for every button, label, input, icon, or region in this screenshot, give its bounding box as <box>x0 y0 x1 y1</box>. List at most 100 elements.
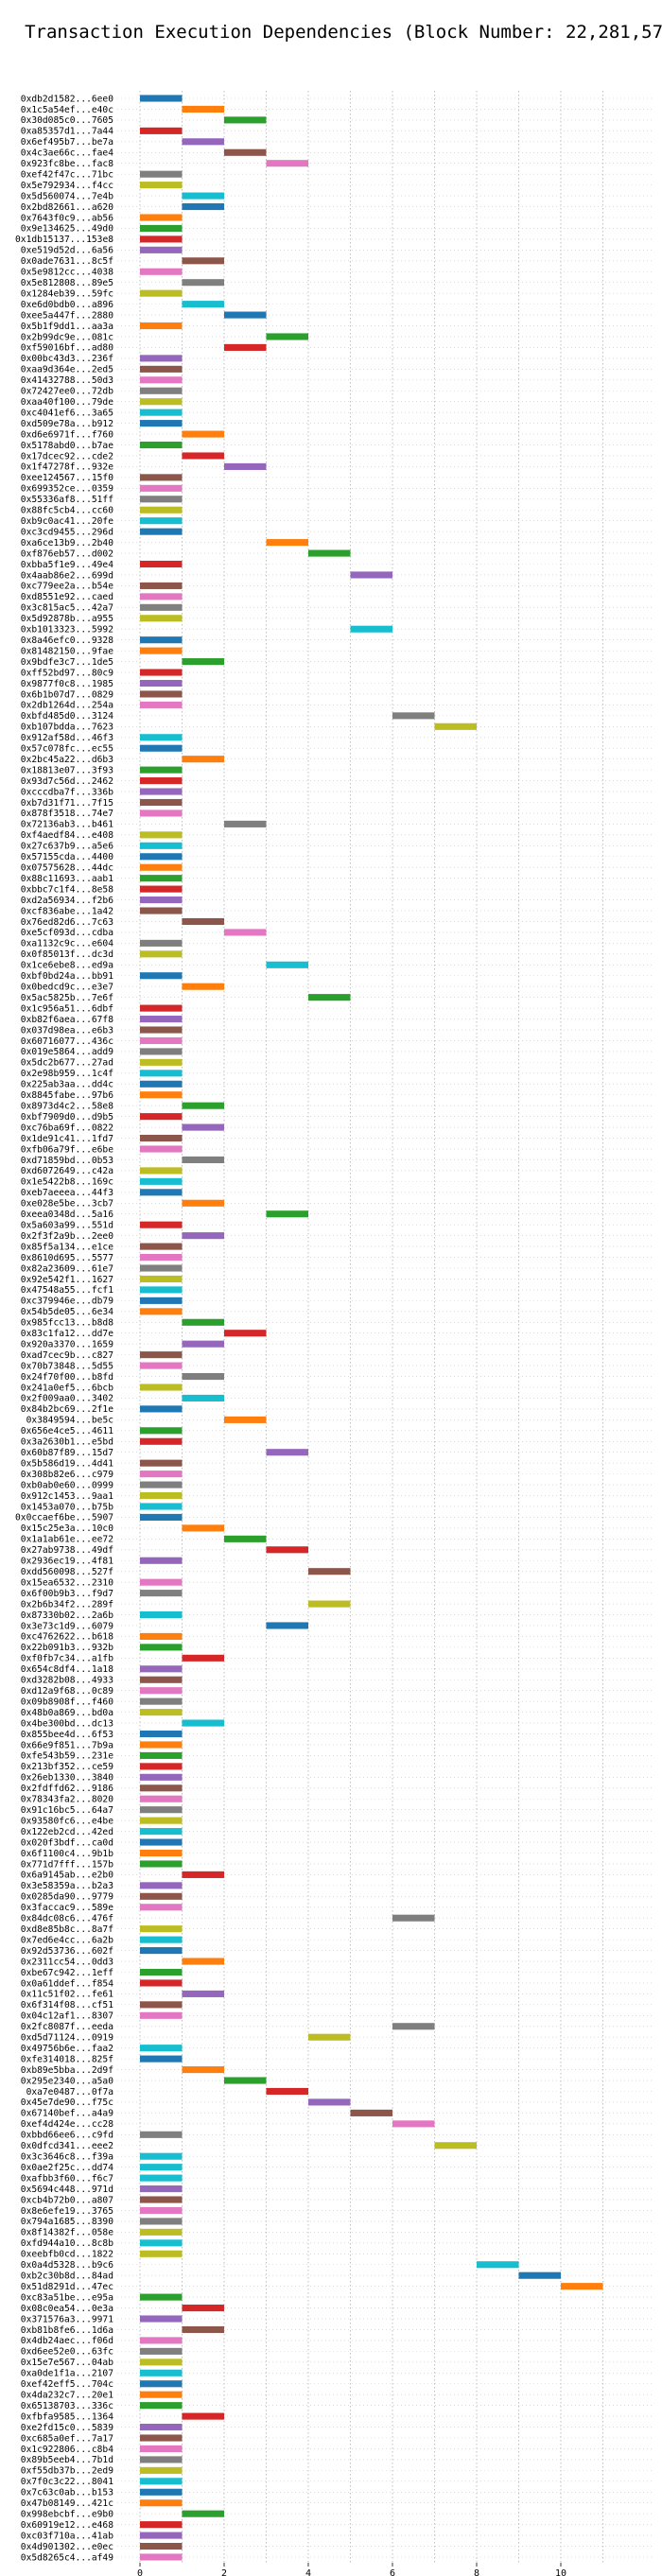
transaction-label: 0x2bc45a22...d6b3 <box>21 755 113 765</box>
transaction-label: 0x8610d695...5577 <box>21 1253 113 1263</box>
transaction-bar <box>182 192 224 200</box>
transaction-label: 0x72427ee0...72db <box>21 387 113 397</box>
transaction-label: 0xd8551e92...caed <box>21 592 113 602</box>
transaction-label: 0xb81b8fe6...1d6a <box>21 2325 113 2336</box>
transaction-bar <box>140 1503 183 1510</box>
transaction-bar <box>140 1892 183 1900</box>
transaction-bar <box>477 2261 519 2269</box>
transaction-label: 0x15e7e567...04ab <box>21 2358 113 2368</box>
transaction-bar <box>140 690 183 698</box>
transaction-label: 0x0285da90...9779 <box>21 1892 113 1903</box>
transaction-bar <box>266 1622 308 1629</box>
transaction-label: 0x985fcc13...b8d8 <box>21 1318 113 1329</box>
x-axis-ticks: 0 2 4 6 8 10 <box>137 2563 566 2576</box>
transaction-label: 0x54b5de05...6e34 <box>21 1307 113 1317</box>
transaction-label: 0x4db24aec...f06d <box>21 2336 113 2346</box>
transaction-label: 0x4d901302...e0ec <box>21 2542 113 2552</box>
transaction-bar <box>140 1590 183 1597</box>
transaction-bar <box>140 1362 183 1369</box>
transaction-label: 0x5d8265c4...af49 <box>21 2552 113 2563</box>
transaction-bar <box>308 1568 351 1575</box>
transaction-bar <box>140 387 183 394</box>
transaction-bar <box>140 2380 183 2388</box>
transaction-label: 0xd2a56934...f2b6 <box>21 896 113 906</box>
transaction-bar <box>140 1784 183 1792</box>
transaction-bar <box>140 1135 183 1142</box>
transaction-label: 0x15c25e3a...10c0 <box>21 1523 113 1534</box>
transaction-label: 0xd5d71124...0919 <box>21 2033 113 2044</box>
transaction-label: 0x26eb1330...3840 <box>21 1773 113 1784</box>
transaction-label: 0x656e4ce5...4611 <box>21 1426 113 1436</box>
transaction-bar <box>140 127 183 134</box>
transaction-bar <box>140 2466 183 2474</box>
transaction-label: 0xe2fd15c0...5839 <box>21 2423 113 2433</box>
transaction-bar <box>140 2239 183 2247</box>
transaction-label: 0x8e6efe19...3765 <box>21 2206 113 2217</box>
transaction-bar <box>182 2325 224 2334</box>
transaction-bar <box>140 1849 183 1857</box>
transaction-label: 0xfe543b59...231e <box>21 1751 113 1762</box>
transaction-bar <box>140 376 183 384</box>
transaction-label: 0xc379946e...db79 <box>21 1297 113 1307</box>
transaction-bar <box>182 138 224 146</box>
transaction-bar <box>182 279 224 287</box>
transaction-label: 0x0ccaef6be...5907 <box>15 1513 113 1523</box>
transaction-label: 0x11c51f02...fe61 <box>21 1990 113 2000</box>
transaction-bar <box>140 1687 183 1695</box>
transaction-bar <box>182 105 224 113</box>
transaction-label: 0xb7d31f71...7f15 <box>21 798 113 809</box>
transaction-label: 0xbba5f1e9...49e4 <box>21 560 113 570</box>
transaction-label: 0xdd560098...527f <box>21 1567 113 1577</box>
transaction-bar <box>140 1459 183 1467</box>
transaction-bar <box>224 1416 267 1423</box>
transaction-label: 0x55336af8...51ff <box>21 495 113 505</box>
transaction-bar <box>392 712 435 720</box>
transaction-bar <box>140 2488 183 2496</box>
transaction-bar <box>140 2174 183 2182</box>
transaction-label: 0x920a3370...1659 <box>21 1339 113 1349</box>
transaction-bar <box>140 2358 183 2366</box>
transaction-bar <box>140 842 183 849</box>
transaction-bar <box>182 301 224 308</box>
transaction-label: 0x84dc08c6...476f <box>21 1914 113 1924</box>
transaction-bar <box>224 462 267 470</box>
transaction-label: 0x225ab3aa...dd4c <box>21 1080 113 1090</box>
transaction-bar <box>140 365 183 373</box>
transaction-label: 0x6ef495b7...be7a <box>21 137 113 148</box>
transaction-bar <box>140 409 183 416</box>
transaction-label: 0x1de91c41...1fd7 <box>21 1134 113 1144</box>
transaction-label: 0x1c922806...c8b4 <box>21 2445 113 2455</box>
transaction-label: 0x67140bef...a4a9 <box>21 2109 113 2119</box>
transaction-bar <box>140 214 183 221</box>
transaction-label: 0xbf7909d0...d9b5 <box>21 1112 113 1123</box>
transaction-label: 0x76ed82d6...7c63 <box>21 917 113 928</box>
transaction-bar <box>140 224 183 232</box>
transaction-bar <box>140 2553 183 2561</box>
transaction-bar <box>140 235 183 243</box>
transaction-bar <box>140 1026 183 1034</box>
transaction-bar <box>182 1719 224 1727</box>
transaction-bar <box>182 2412 224 2420</box>
transaction-bar <box>140 1665 183 1673</box>
transaction-bar <box>140 1275 183 1283</box>
transaction-label: 0xf55db37b...2ed9 <box>21 2466 113 2477</box>
transaction-label: 0x17dcec92...cde2 <box>21 451 113 461</box>
transaction-bar <box>140 744 183 752</box>
transaction-bar <box>140 2315 183 2323</box>
transaction-bar <box>140 1384 183 1391</box>
transaction-label: 0x7ed6e4cc...6a2b <box>21 1935 113 1945</box>
transaction-label: 0xa1132c9c...e604 <box>21 939 113 949</box>
transaction-bar <box>140 615 183 622</box>
transaction-label: 0x0dfcd341...eee2 <box>21 2141 113 2151</box>
transaction-label: 0x6f00b9b3...f9d7 <box>21 1589 113 1599</box>
transaction-label: 0xd3282b08...4933 <box>21 1676 113 1686</box>
transaction-bar <box>224 1535 267 1542</box>
transaction-label: 0x8845fabe...97b6 <box>21 1090 113 1101</box>
transaction-label: 0xcf836abe...1a42 <box>21 906 113 916</box>
transaction-label: 0x2311cc54...0dd3 <box>21 1957 113 1967</box>
transaction-label: 0xdb2d1582...6ee0 <box>21 94 113 104</box>
transaction-bar <box>140 777 183 785</box>
transaction-label: 0xfe314018...825f <box>21 2054 113 2064</box>
transaction-bar <box>140 885 183 893</box>
transaction-label: 0x9e134625...49d0 <box>21 224 113 235</box>
